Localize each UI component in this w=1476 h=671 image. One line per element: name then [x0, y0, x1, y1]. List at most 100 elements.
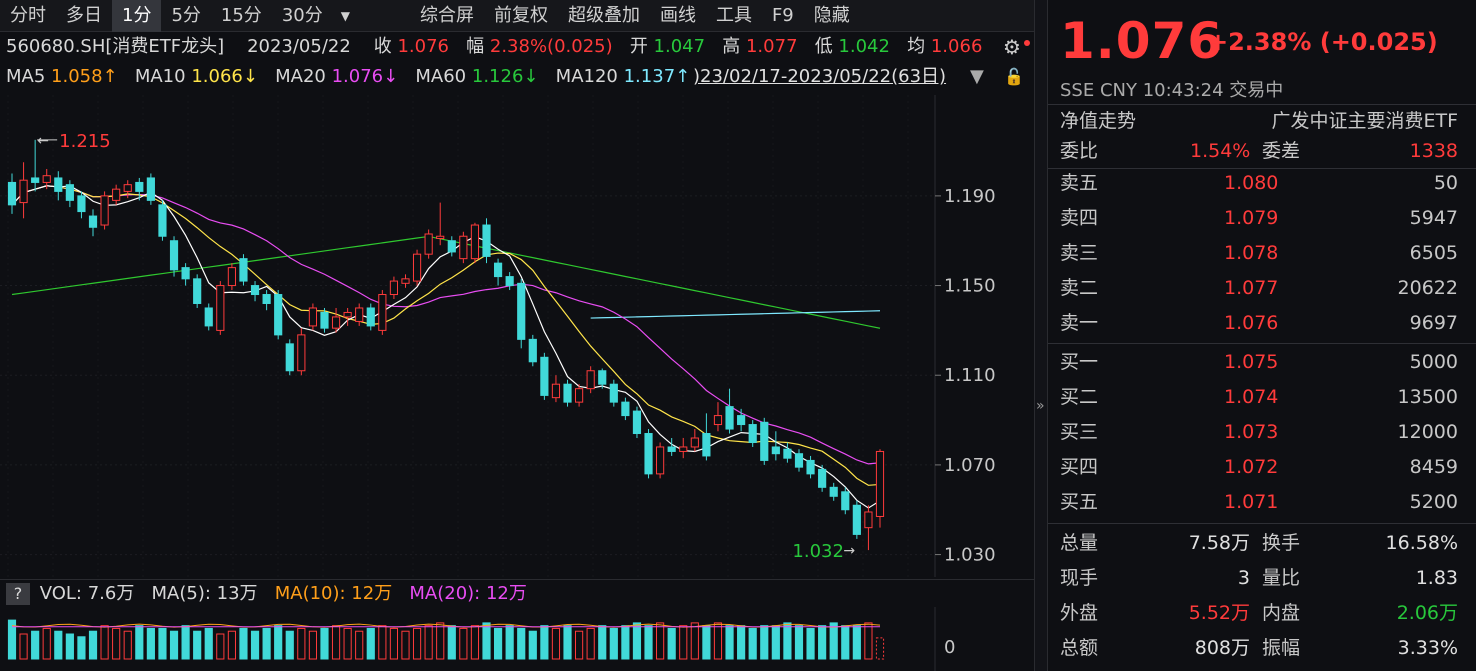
volume-bar[interactable]: [586, 627, 595, 660]
volume-bar[interactable]: [875, 637, 885, 660]
volume-bar[interactable]: [216, 633, 225, 660]
bid-row[interactable]: 买二 1.074 13500: [1048, 380, 1476, 414]
volume-bar[interactable]: [112, 627, 121, 660]
volume-bar[interactable]: [725, 625, 734, 660]
volume-bar[interactable]: [493, 627, 503, 660]
volume-bar[interactable]: [331, 625, 341, 660]
candle[interactable]: [748, 424, 757, 443]
ask-row[interactable]: 卖三 1.078 6505: [1048, 236, 1476, 270]
volume-bar[interactable]: [227, 630, 236, 660]
candle[interactable]: [575, 388, 584, 403]
nav-row[interactable]: 净值走势 广发中证主要消费ETF: [1048, 104, 1476, 138]
date-range-selector[interactable]: )23/02/17-2023/05/22(63日): [693, 66, 947, 87]
volume-bar[interactable]: [7, 619, 17, 660]
volume-bar[interactable]: [609, 627, 618, 660]
candle[interactable]: [204, 307, 213, 327]
volume-bar[interactable]: [690, 622, 699, 660]
settings-gear-icon[interactable]: ⚙: [1003, 35, 1021, 59]
candle[interactable]: [679, 446, 688, 452]
ask-row[interactable]: 卖一 1.076 9697: [1048, 306, 1476, 340]
help-icon[interactable]: ?: [6, 583, 30, 605]
volume-bar[interactable]: [343, 627, 352, 660]
candle[interactable]: [193, 278, 202, 304]
candle[interactable]: [493, 262, 503, 278]
candle[interactable]: [864, 511, 873, 529]
candle[interactable]: [100, 195, 109, 226]
candle[interactable]: [563, 383, 572, 403]
volume-bar[interactable]: [679, 625, 688, 660]
volume-bar[interactable]: [551, 627, 561, 660]
volume-bar[interactable]: [447, 625, 456, 660]
volume-bar[interactable]: [713, 622, 723, 660]
volume-bar[interactable]: [737, 625, 746, 660]
ask-row[interactable]: 卖五 1.080 50: [1048, 166, 1476, 200]
candle[interactable]: [829, 486, 838, 497]
volume-bar[interactable]: [575, 630, 584, 660]
volume-bar[interactable]: [19, 633, 28, 660]
candle[interactable]: [401, 278, 410, 284]
volume-bar[interactable]: [818, 625, 827, 660]
candle[interactable]: [250, 285, 260, 296]
candle[interactable]: [54, 177, 63, 192]
toolbar-item-2[interactable]: 1分: [112, 0, 162, 32]
candle[interactable]: [88, 215, 98, 228]
candlestick-chart[interactable]: 1.190 1.150 1.110 1.070 1.030 ← 1.215 1.032 →: [0, 95, 1034, 577]
candle[interactable]: [517, 282, 526, 340]
volume-bar[interactable]: [540, 625, 549, 660]
volume-bar[interactable]: [88, 630, 98, 660]
toolbar-item-4[interactable]: 15分: [220, 4, 262, 26]
volume-bar[interactable]: [158, 627, 167, 660]
toolbar-item-10[interactable]: 画线: [659, 4, 696, 26]
candle[interactable]: [482, 224, 491, 257]
volume-bar[interactable]: [169, 630, 179, 660]
candle[interactable]: [112, 188, 121, 201]
candle[interactable]: [656, 446, 665, 475]
candle[interactable]: [123, 184, 132, 192]
volume-bar[interactable]: [42, 627, 51, 660]
candle[interactable]: [459, 235, 468, 260]
volume-chart[interactable]: 0: [0, 607, 1034, 671]
candle[interactable]: [598, 370, 607, 385]
candle[interactable]: [216, 285, 225, 331]
candle[interactable]: [378, 294, 387, 331]
volume-bar[interactable]: [656, 622, 665, 660]
candle[interactable]: [551, 383, 561, 399]
candle[interactable]: [632, 410, 642, 435]
candle[interactable]: [320, 311, 329, 329]
candle[interactable]: [760, 421, 769, 461]
volume-bar[interactable]: [424, 625, 433, 660]
candle[interactable]: [239, 258, 248, 282]
toolbar-item-12[interactable]: F9: [771, 4, 794, 26]
toolbar-item-13[interactable]: 隐藏: [813, 4, 850, 26]
candle[interactable]: [285, 343, 294, 372]
volume-bar[interactable]: [829, 622, 838, 660]
volume-bar[interactable]: [77, 636, 86, 660]
candle[interactable]: [818, 468, 827, 488]
candle[interactable]: [65, 184, 74, 201]
volume-bar[interactable]: [806, 627, 815, 660]
lock-icon[interactable]: 🔓: [1004, 67, 1024, 86]
ask-row[interactable]: 卖四 1.079 5947: [1048, 201, 1476, 235]
volume-bar[interactable]: [285, 630, 294, 660]
candle[interactable]: [783, 448, 792, 459]
volume-bar[interactable]: [401, 630, 410, 660]
candle[interactable]: [274, 294, 283, 336]
volume-bar[interactable]: [783, 622, 792, 660]
volume-bar[interactable]: [239, 627, 248, 660]
nav-trend-link[interactable]: 净值走势: [1060, 110, 1137, 132]
candle[interactable]: [389, 280, 399, 296]
volume-bar[interactable]: [864, 622, 873, 660]
volume-bar[interactable]: [841, 625, 850, 660]
candle[interactable]: [713, 415, 723, 426]
candle[interactable]: [412, 253, 422, 282]
range-dropdown-icon[interactable]: ▼: [970, 66, 984, 87]
candle[interactable]: [852, 504, 861, 535]
volume-bar[interactable]: [65, 633, 74, 660]
candle[interactable]: [586, 370, 595, 390]
candle[interactable]: [794, 453, 804, 468]
candle[interactable]: [621, 401, 630, 417]
toolbar-item-6[interactable]: ▼: [340, 8, 350, 23]
toolbar-item-0[interactable]: 分时: [10, 4, 46, 26]
volume-bar[interactable]: [748, 627, 757, 660]
candle[interactable]: [169, 240, 179, 271]
